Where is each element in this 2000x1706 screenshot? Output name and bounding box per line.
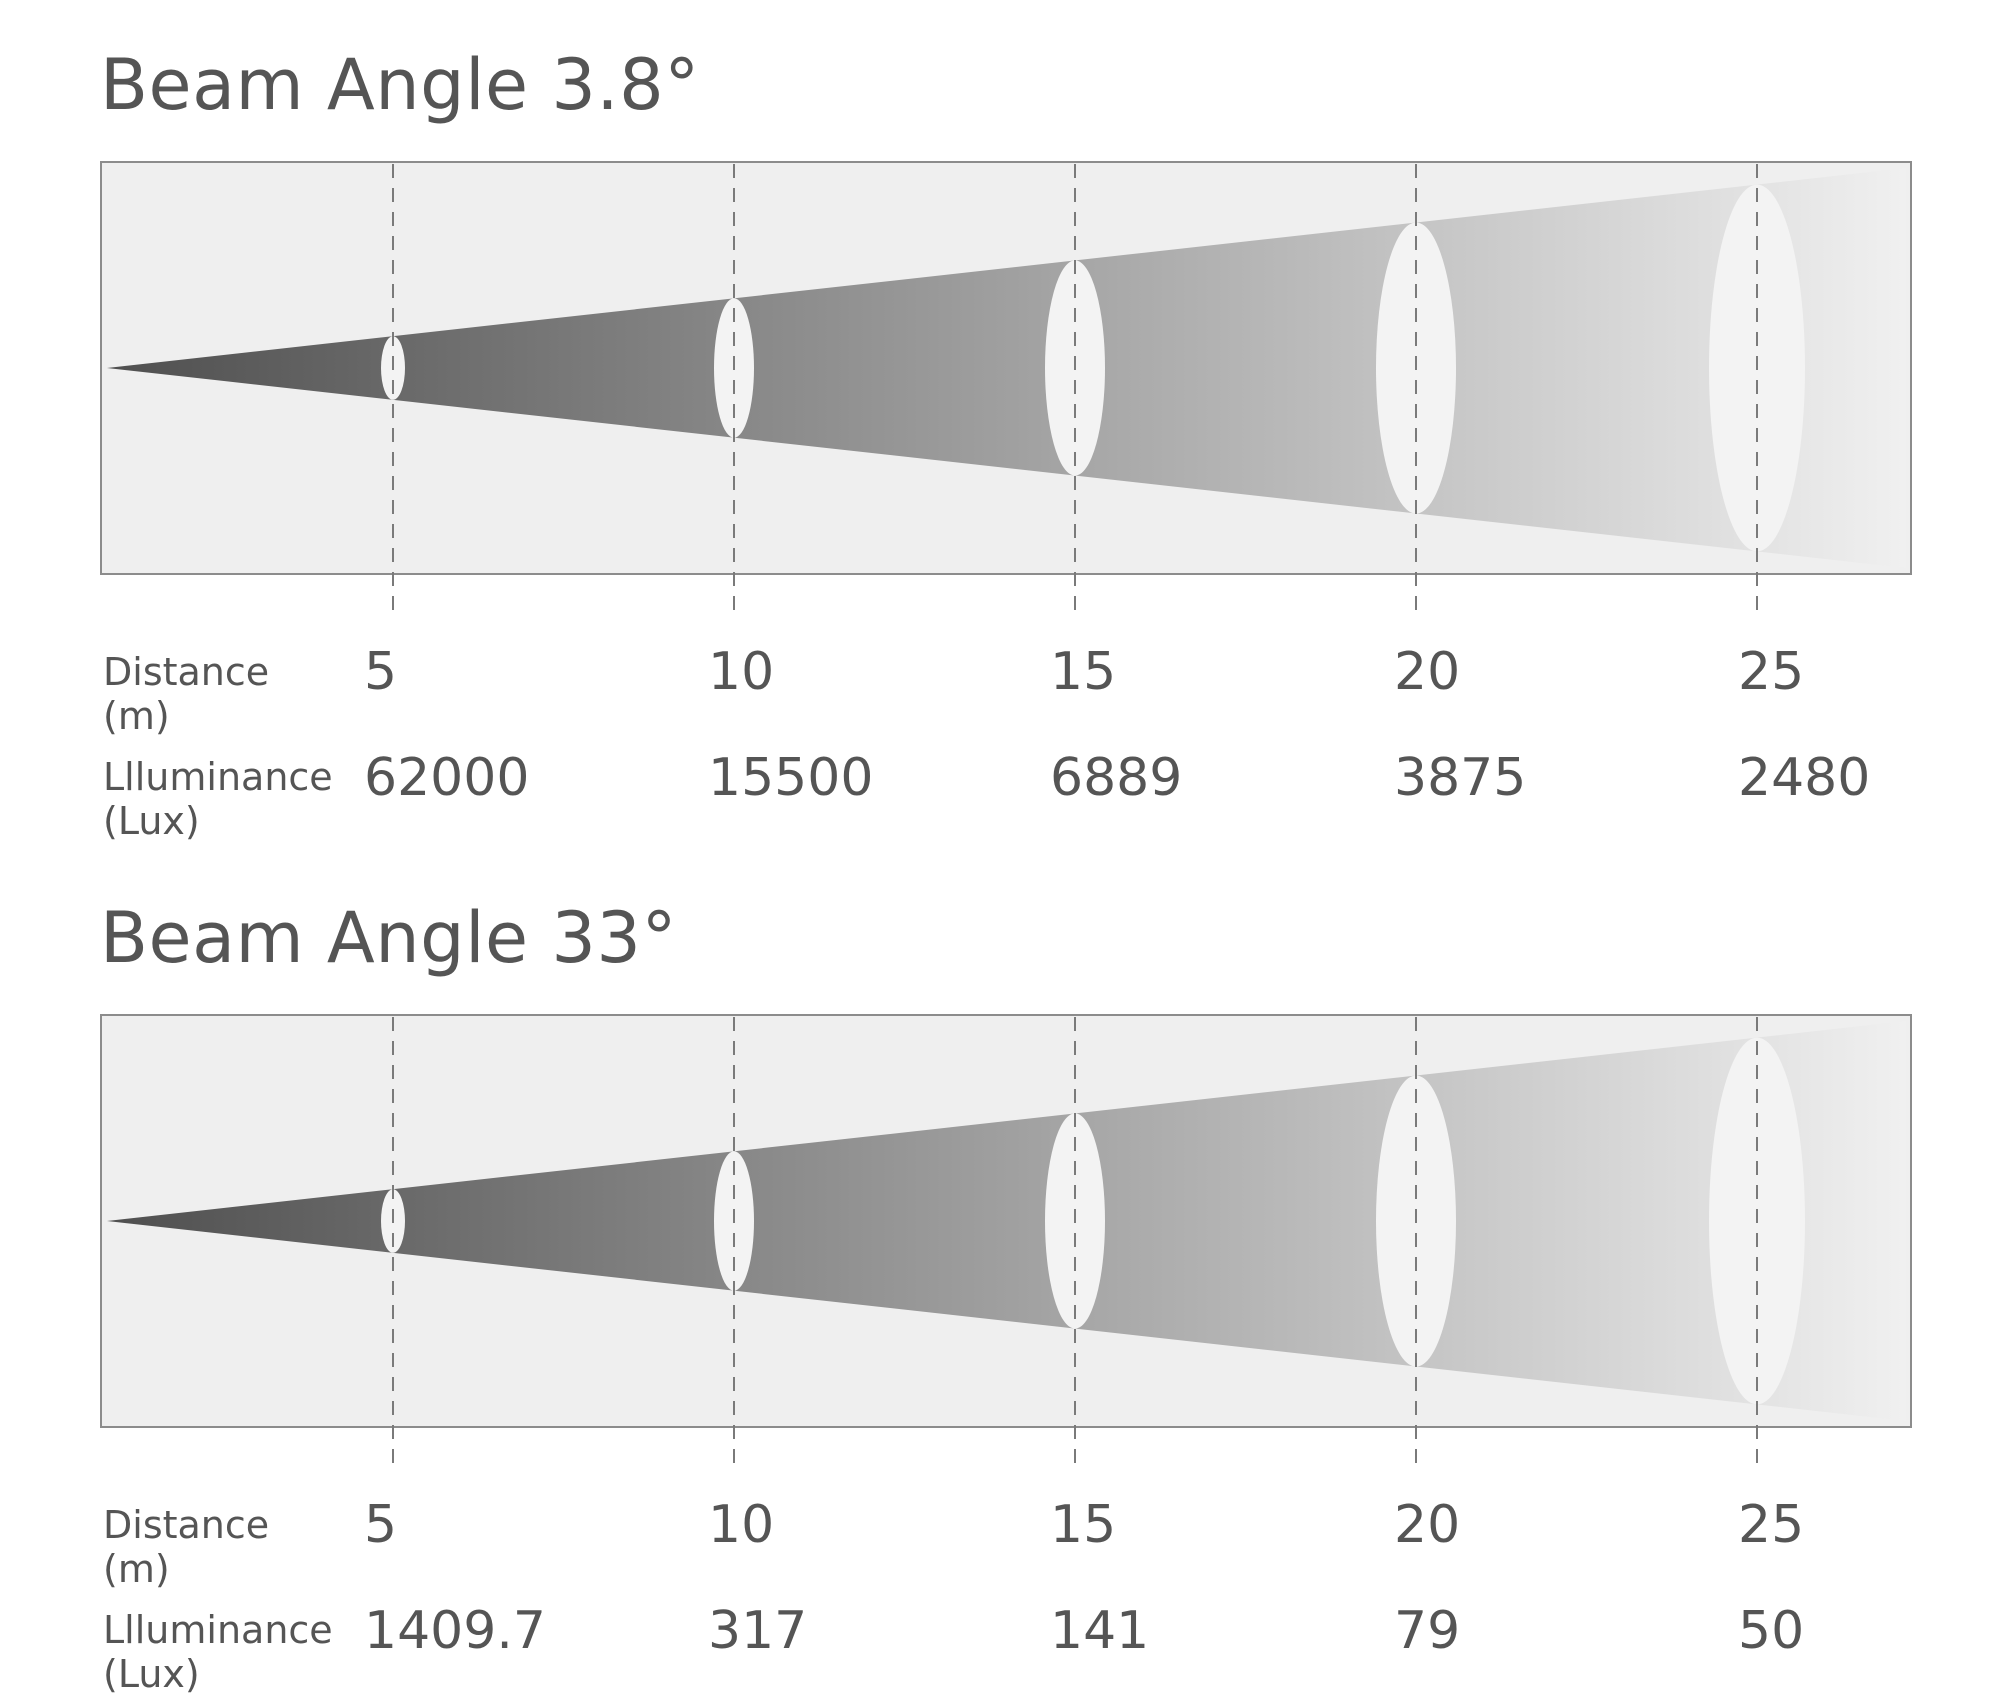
distance-label-line1: Distance bbox=[103, 650, 270, 694]
beam-cone bbox=[107, 168, 1906, 568]
illuminance-value: 317 bbox=[708, 1601, 808, 1661]
illuminance-value: 2480 bbox=[1738, 748, 1871, 808]
beam-cone bbox=[107, 1021, 1906, 1421]
panel-title: Beam Angle 3.8° bbox=[100, 44, 700, 126]
distance-label-line2: (m) bbox=[103, 694, 170, 738]
illuminance-label-line2: (Lux) bbox=[103, 799, 200, 843]
distance-row-label: Distance (m) bbox=[103, 650, 269, 738]
distance-row-label: Distance (m) bbox=[103, 1503, 269, 1591]
distance-value: 20 bbox=[1394, 1495, 1461, 1555]
illuminance-value: 141 bbox=[1050, 1601, 1150, 1661]
distance-value: 10 bbox=[708, 1495, 775, 1555]
illuminance-value: 3875 bbox=[1394, 748, 1527, 808]
illuminance-value: 50 bbox=[1738, 1601, 1805, 1661]
distance-value: 15 bbox=[1050, 1495, 1117, 1555]
distance-value: 10 bbox=[708, 642, 775, 702]
illuminance-value: 15500 bbox=[708, 748, 874, 808]
illuminance-label-line1: Llluminance bbox=[103, 1608, 333, 1652]
beam-diagram bbox=[100, 161, 1912, 618]
distance-value: 5 bbox=[364, 1495, 398, 1555]
distance-value: 25 bbox=[1738, 1495, 1805, 1555]
beam-diagram bbox=[100, 1014, 1912, 1471]
distance-label-line1: Distance bbox=[103, 1503, 270, 1547]
illuminance-label-line2: (Lux) bbox=[103, 1652, 200, 1696]
distance-value: 20 bbox=[1394, 642, 1461, 702]
illuminance-value: 79 bbox=[1394, 1601, 1461, 1661]
illuminance-label-line1: Llluminance bbox=[103, 755, 333, 799]
illuminance-value: 6889 bbox=[1050, 748, 1183, 808]
illuminance-value: 62000 bbox=[364, 748, 530, 808]
illuminance-row-label: Llluminance (Lux) bbox=[103, 1608, 333, 1696]
illuminance-value: 1409.7 bbox=[364, 1601, 546, 1661]
beam-panel-33: Beam Angle 33° Distance (m) Llluminance … bbox=[0, 853, 2000, 1706]
panel-title: Beam Angle 33° bbox=[100, 897, 677, 979]
distance-label-line2: (m) bbox=[103, 1547, 170, 1591]
distance-value: 5 bbox=[364, 642, 398, 702]
beam-panel-3-8: Beam Angle 3.8° Distance (m) Llluminance… bbox=[100, 44, 1912, 843]
distance-value: 15 bbox=[1050, 642, 1117, 702]
illuminance-row-label: Llluminance (Lux) bbox=[103, 755, 333, 843]
distance-value: 25 bbox=[1738, 642, 1805, 702]
